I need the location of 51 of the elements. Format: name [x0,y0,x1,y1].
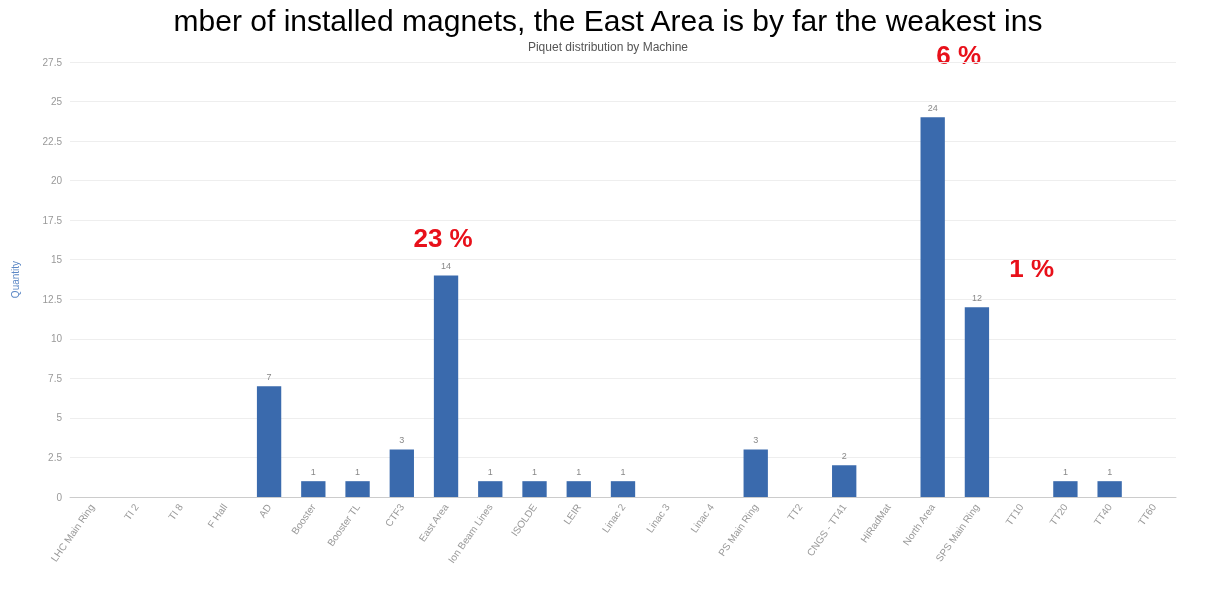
bar [964,307,990,497]
bar [920,117,945,497]
y-tick-label: 25 [50,96,63,108]
data-label: 1 [355,466,361,477]
bar [566,481,591,497]
x-tick-label: AD [256,501,274,520]
data-label: 24 [927,102,938,113]
annotation: 23 % [413,222,473,253]
bar [1053,481,1078,497]
bar [301,481,326,497]
x-tick-label: TT2 [785,501,805,523]
x-tick-label: TI 8 [166,501,186,523]
bar [832,465,857,497]
data-label: 1 [620,466,626,477]
y-tick-label: 5 [56,412,63,424]
bar [1097,481,1122,497]
bar [522,481,547,497]
bar [610,481,636,497]
bar [743,449,768,497]
data-label: 7 [266,371,272,382]
bar [478,481,503,497]
y-tick-label: 7.5 [48,372,63,384]
chart-title: mber of installed magnets, the East Area is by far the weakest ins [173,3,1043,37]
y-tick-label: 22.5 [42,135,63,147]
bar [389,449,414,497]
y-tick-label: 17.5 [42,214,63,226]
y-tick-label: 15 [50,254,63,266]
y-axis-title: Quantity [9,260,21,299]
chart-subtitle: Piquet distribution by Machine [527,40,689,54]
annotation: 1 % [1009,252,1055,283]
data-label: 1 [487,466,493,477]
data-label: 12 [971,292,982,303]
y-tick-label: 2.5 [48,451,63,463]
data-label: 3 [399,435,405,446]
data-label: 1 [576,466,582,477]
y-tick-label: 12.5 [42,293,63,305]
data-label: 1 [532,466,538,477]
y-tick-label: 20 [50,175,63,187]
data-label: 2 [841,450,847,461]
data-label: 1 [1107,466,1113,477]
data-label: 1 [1062,466,1068,477]
y-tick-label: 10 [50,333,63,345]
data-label: 14 [441,261,452,272]
bar [256,386,282,497]
bar [433,275,459,497]
y-tick-label: 27.5 [42,56,63,68]
bar [345,481,370,497]
data-label: 1 [310,466,316,477]
data-label: 3 [753,435,759,446]
y-tick-label: 0 [56,491,63,503]
x-tick-label: TI 2 [121,501,142,523]
